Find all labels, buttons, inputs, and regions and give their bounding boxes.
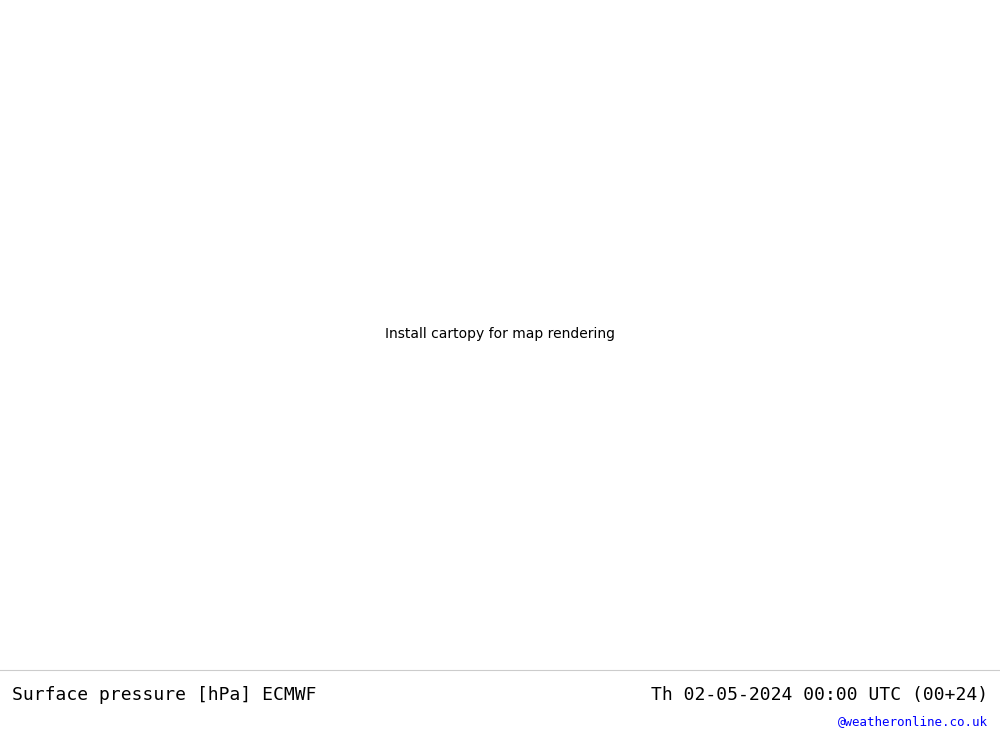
Text: @weatheronline.co.uk: @weatheronline.co.uk (838, 715, 988, 728)
Text: Th 02-05-2024 00:00 UTC (00+24): Th 02-05-2024 00:00 UTC (00+24) (651, 686, 988, 704)
Text: Surface pressure [hPa] ECMWF: Surface pressure [hPa] ECMWF (12, 686, 316, 704)
Text: Install cartopy for map rendering: Install cartopy for map rendering (385, 326, 615, 341)
